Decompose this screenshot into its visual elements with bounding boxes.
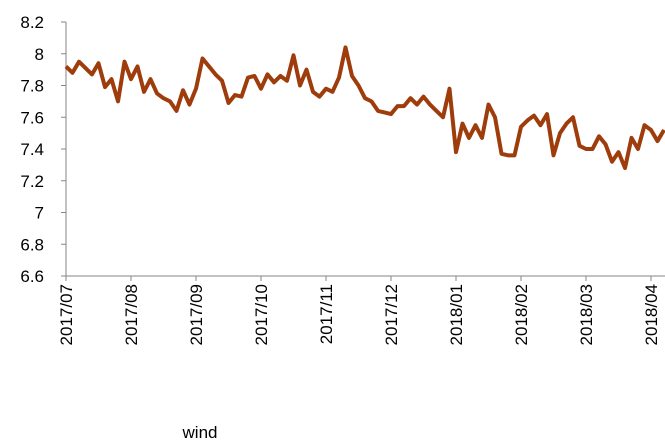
x-tick-label: 2017/12 [382, 284, 401, 345]
data-line [64, 45, 665, 171]
x-tick-label: 2018/03 [577, 284, 596, 345]
y-tick-label: 7.2 [20, 172, 44, 191]
x-tick-label: 2017/10 [252, 284, 271, 345]
y-tick-label: 6.8 [20, 235, 44, 254]
y-tick-label: 8 [35, 45, 44, 64]
y-tick-label: 7.6 [20, 108, 44, 127]
x-tick-label: 2018/01 [447, 284, 466, 345]
x-tick-label: 2017/08 [122, 284, 141, 345]
x-tick-label: 2017/11 [317, 284, 336, 344]
y-tick-label: 8.2 [20, 13, 44, 32]
x-tick-label: 2018/02 [512, 284, 531, 345]
y-tick-label: 7.8 [20, 77, 44, 96]
legend-label: wind [182, 423, 218, 442]
x-tick-label: 2017/09 [187, 284, 206, 345]
y-tick-label: 6.6 [20, 267, 44, 286]
x-tick-label: 2018/04 [642, 284, 661, 345]
y-tick-label: 7.4 [20, 140, 44, 159]
x-tick-label: 2017/07 [57, 284, 76, 345]
y-tick-label: 7 [35, 204, 44, 223]
